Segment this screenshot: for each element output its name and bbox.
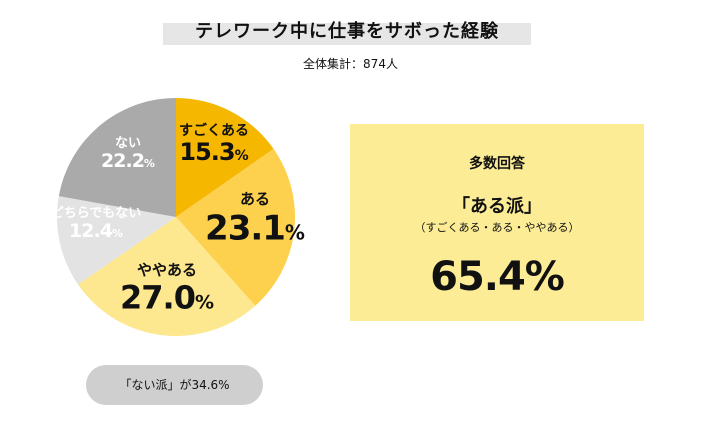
majority-note: （すごくある・ある・ややある） xyxy=(414,221,580,234)
slice-value-dochira-demo-nai: 12.4% xyxy=(69,220,123,242)
slice-value-yaya-aru: 27.0% xyxy=(120,279,214,317)
slice-value-sugoku-aru: 15.3% xyxy=(179,138,248,166)
pie-slice-aru xyxy=(176,148,296,306)
slice-label-yaya-aru: ややある xyxy=(137,261,197,279)
slice-label-dochira-demo-nai: どちらでもない xyxy=(51,206,142,221)
pie-slice-yaya-aru xyxy=(78,217,256,337)
majority-title: 多数回答 xyxy=(469,156,525,172)
chart-title: テレワーク中に仕事をサボった経験 xyxy=(195,21,499,42)
slice-value-nai: 22.2% xyxy=(101,150,155,172)
slice-label-sugoku-aru: すごくある xyxy=(179,122,249,139)
chart-subtitle: 全体集計：874人 xyxy=(303,57,398,71)
slice-label-aru: ある xyxy=(240,190,270,208)
slice-label-nai: ない xyxy=(115,136,141,151)
pie-slice-sugoku-aru xyxy=(176,98,274,217)
majority-answer-box: 多数回答 「ある派」 （すごくある・ある・ややある） 65.4% xyxy=(350,124,644,321)
majority-value: 65.4% xyxy=(430,254,565,300)
pie-slice-dochira-demo-nai xyxy=(57,196,176,285)
slice-value-aru: 23.1% xyxy=(205,209,305,249)
title-background xyxy=(163,23,531,45)
pie-slice-nai xyxy=(58,98,177,217)
majority-label: 「ある派」 xyxy=(452,196,542,217)
nai-ha-pill: 「ない派」が34.6% xyxy=(86,365,263,405)
